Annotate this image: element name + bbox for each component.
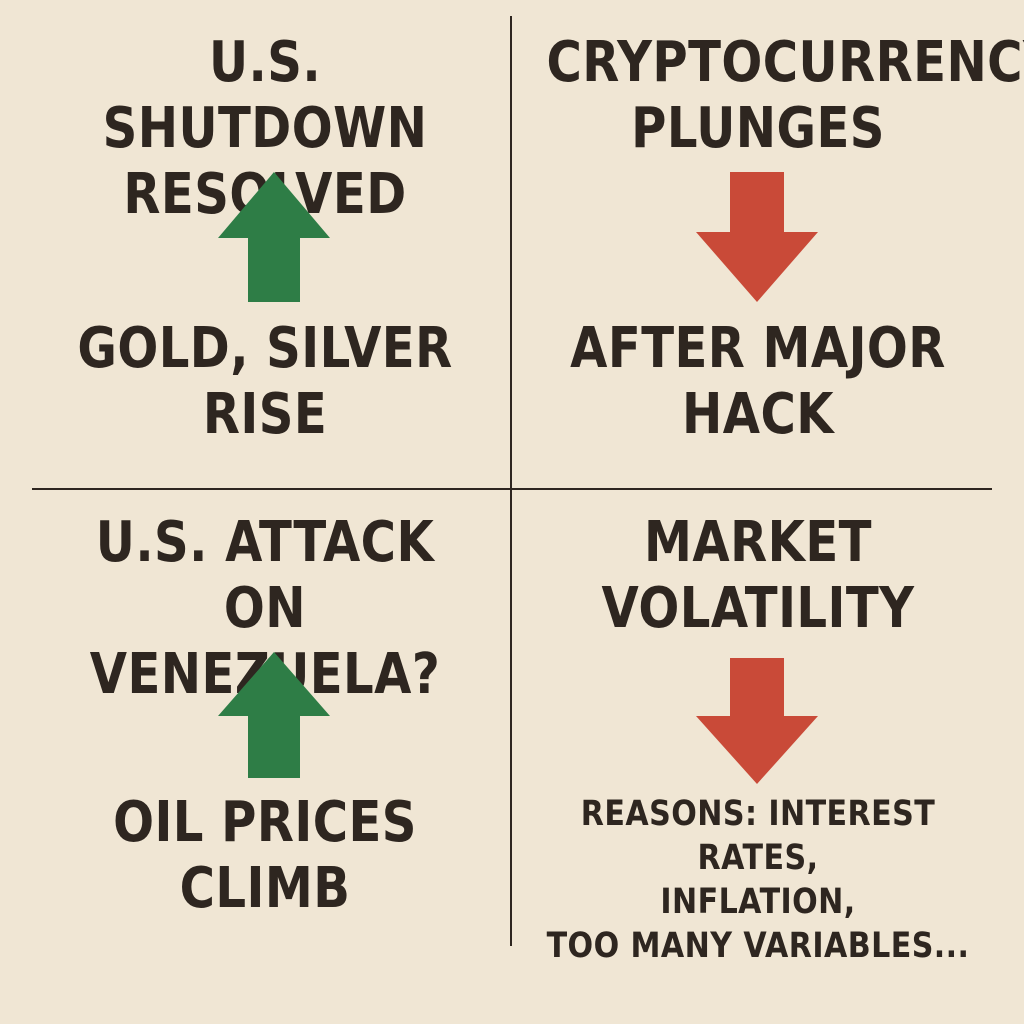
up-arrow-icon [218, 172, 330, 302]
panel-outcome: OIL PRICES CLIMB [113, 790, 417, 921]
vertical-divider [510, 16, 512, 946]
panel-market-volatility: MARKET VOLATILITY REASONS: INTEREST RATE… [512, 500, 1004, 966]
down-arrow-icon [696, 658, 818, 784]
panel-outcome: GOLD, SILVER RISE [77, 316, 453, 447]
panel-crypto-hack: CRYPTOCURRENCY PLUNGES AFTER MAJOR HACK [512, 20, 1024, 488]
panel-headline: MARKET VOLATILITY [601, 510, 915, 641]
panel-shutdown-gold: U.S. SHUTDOWN RESOLVED GOLD, SILVER RISE [20, 20, 510, 488]
panel-outcome: AFTER MAJOR HACK [570, 316, 946, 447]
panel-headline: CRYPTOCURRENCY PLUNGES [546, 30, 1024, 161]
panel-outcome: REASONS: INTEREST RATES, INFLATION, TOO … [546, 794, 970, 966]
panel-headline: U.S. SHUTDOWN RESOLVED [102, 30, 428, 227]
panel-venezuela-oil: U.S. ATTACK ON VENEZUELA? OIL PRICES CLI… [20, 500, 510, 950]
horizontal-divider [32, 488, 992, 490]
up-arrow-icon [218, 652, 330, 778]
down-arrow-icon [696, 172, 818, 302]
